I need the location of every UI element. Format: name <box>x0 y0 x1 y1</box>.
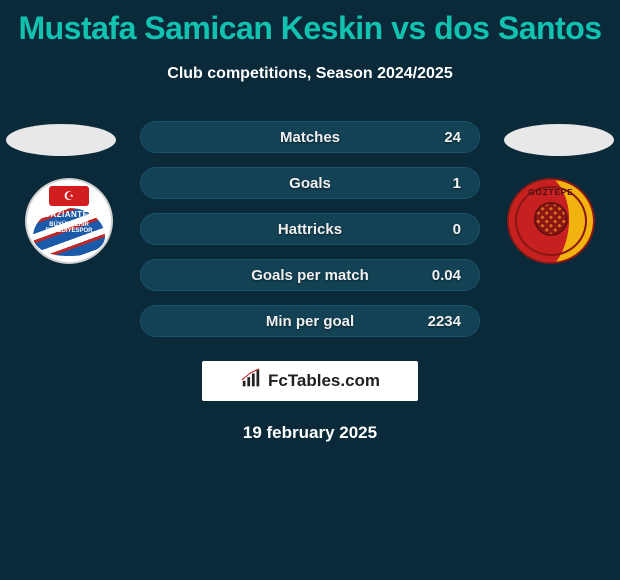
date-text: 19 february 2025 <box>0 423 620 443</box>
badge-text-2: BÜYÜKŞEHİR BELEDİYESPOR <box>27 222 111 234</box>
stat-right-value: 1 <box>421 175 461 192</box>
branding-box[interactable]: FcTables.com <box>202 361 418 401</box>
stat-right-value: 0.04 <box>421 267 461 284</box>
flag-icon: ☪ <box>49 186 89 206</box>
ball-icon <box>534 202 568 236</box>
player-left-platform <box>6 124 116 156</box>
subtitle: Club competitions, Season 2024/2025 <box>0 65 620 83</box>
badge-text-1: GAZIANTEP <box>27 210 111 219</box>
comparison-card: Mustafa Samican Keskin vs dos Santos Clu… <box>0 0 620 443</box>
stat-right-value: 0 <box>421 221 461 238</box>
stat-row-matches: Matches 24 <box>140 121 480 153</box>
stat-right-value: 2234 <box>421 313 461 330</box>
stat-right-value: 24 <box>421 129 461 146</box>
branding-text: FcTables.com <box>268 371 380 391</box>
club-badge-left: ☪ GAZIANTEP BÜYÜKŞEHİR BELEDİYESPOR <box>20 178 118 264</box>
circle-badge-icon: GÖZTEPE <box>507 178 595 264</box>
shield-icon: ☪ GAZIANTEP BÜYÜKŞEHİR BELEDİYESPOR <box>25 178 113 264</box>
stat-row-mpg: Min per goal 2234 <box>140 305 480 337</box>
page-title: Mustafa Samican Keskin vs dos Santos <box>0 0 620 47</box>
stat-row-gpm: Goals per match 0.04 <box>140 259 480 291</box>
stat-row-goals: Goals 1 <box>140 167 480 199</box>
bar-chart-icon <box>240 368 262 395</box>
stat-row-hattricks: Hattricks 0 <box>140 213 480 245</box>
badge-text: GÖZTEPE <box>509 188 593 197</box>
club-badge-right: GÖZTEPE <box>502 178 600 264</box>
player-right-platform <box>504 124 614 156</box>
